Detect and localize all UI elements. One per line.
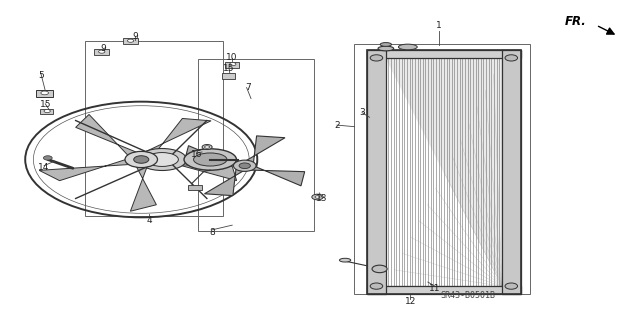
Bar [198, 59, 314, 231]
Circle shape [370, 55, 383, 61]
Text: 9: 9 [132, 32, 138, 41]
Polygon shape [152, 159, 237, 181]
FancyBboxPatch shape [36, 90, 54, 97]
Bar [367, 50, 386, 294]
Polygon shape [131, 166, 156, 211]
Circle shape [234, 160, 256, 171]
Bar [367, 50, 521, 294]
Text: 14: 14 [38, 163, 50, 172]
Ellipse shape [380, 42, 392, 46]
Circle shape [312, 194, 323, 200]
Circle shape [44, 109, 51, 113]
Ellipse shape [398, 44, 417, 50]
Circle shape [99, 50, 105, 53]
Ellipse shape [146, 152, 179, 167]
Circle shape [134, 156, 148, 163]
Text: 8: 8 [209, 228, 215, 237]
Circle shape [44, 156, 52, 160]
Bar [502, 50, 521, 294]
Text: 12: 12 [404, 297, 416, 306]
Circle shape [202, 145, 212, 150]
Circle shape [205, 146, 210, 148]
Ellipse shape [184, 149, 236, 170]
Text: 1: 1 [436, 20, 442, 30]
Polygon shape [76, 115, 138, 156]
Bar [355, 44, 530, 294]
Bar [188, 184, 202, 190]
Text: 15: 15 [223, 64, 235, 73]
Text: FR.: FR. [565, 15, 587, 28]
Circle shape [315, 196, 320, 198]
FancyBboxPatch shape [225, 62, 239, 68]
Circle shape [127, 39, 134, 42]
FancyBboxPatch shape [94, 49, 109, 55]
Circle shape [370, 283, 383, 289]
FancyBboxPatch shape [123, 38, 138, 44]
Text: 13: 13 [316, 194, 328, 203]
Text: SR43-B0501B: SR43-B0501B [440, 291, 495, 300]
Text: 11: 11 [429, 284, 440, 293]
Polygon shape [143, 118, 211, 156]
Text: 5: 5 [38, 70, 44, 80]
Ellipse shape [378, 46, 394, 51]
Circle shape [230, 63, 236, 66]
Text: 3: 3 [359, 108, 365, 117]
Text: 16: 16 [191, 150, 202, 159]
Circle shape [239, 163, 250, 168]
Text: 9: 9 [100, 44, 106, 53]
Bar [85, 41, 223, 216]
Circle shape [41, 91, 49, 95]
FancyBboxPatch shape [221, 73, 236, 78]
Polygon shape [250, 167, 305, 186]
Polygon shape [204, 168, 243, 196]
Text: 2: 2 [334, 121, 340, 130]
Text: 7: 7 [245, 83, 251, 92]
Polygon shape [185, 146, 239, 165]
Polygon shape [39, 159, 131, 181]
Ellipse shape [339, 258, 351, 262]
Bar [367, 286, 521, 294]
Circle shape [125, 152, 157, 167]
Bar [367, 50, 521, 58]
Polygon shape [246, 136, 285, 163]
Text: 10: 10 [227, 53, 238, 63]
Ellipse shape [138, 149, 186, 170]
Circle shape [505, 283, 518, 289]
FancyBboxPatch shape [40, 109, 54, 115]
Text: 4: 4 [147, 216, 152, 225]
Circle shape [372, 265, 387, 273]
Circle shape [505, 55, 518, 61]
Text: 15: 15 [40, 100, 51, 109]
Ellipse shape [193, 153, 227, 166]
